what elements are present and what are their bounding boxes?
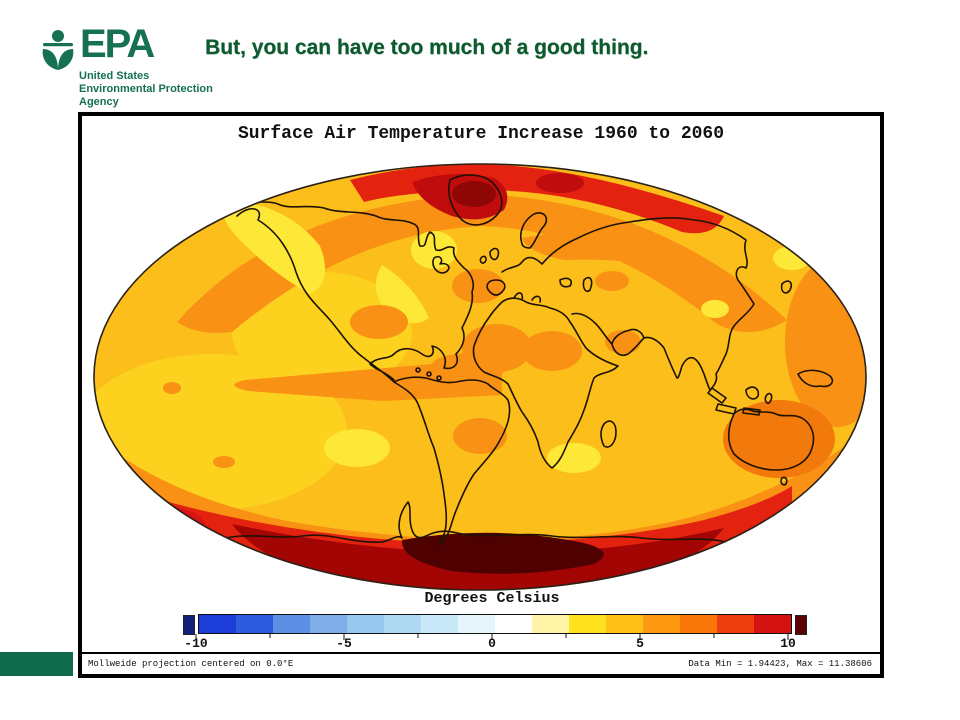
colorbar-tickmark (195, 634, 197, 640)
epa-org-name: United States Environmental Protection Age… (79, 70, 213, 109)
epa-flower-icon (42, 30, 74, 70)
colorbar-segment (569, 615, 606, 633)
coastline-japan (780, 280, 793, 294)
epa-org-line: United States (79, 70, 150, 82)
coastline-africa (472, 297, 619, 469)
coastline-south-america (393, 376, 511, 546)
region-orange-spot-1 (163, 382, 181, 394)
colorbar-tickmark (269, 634, 271, 638)
coastline-greenland (447, 174, 503, 226)
colorbar-tickmark (491, 634, 493, 640)
coastline-antarctica (211, 501, 727, 544)
colorbar-tick-label: 10 (780, 636, 796, 651)
epa-flower-leaf-right (58, 49, 74, 70)
colorbar-tickmark (343, 634, 345, 640)
coastline-madagascar (600, 420, 617, 448)
map-figure-frame: Surface Air Temperature Increase 1960 to… (78, 112, 884, 678)
coastline-new-zealand (822, 485, 847, 519)
colorbar-segment (199, 615, 236, 633)
world-map (93, 163, 867, 591)
coastline-australia (727, 408, 815, 486)
colorbar-segment (532, 615, 569, 633)
coastline-caribbean-3 (436, 375, 442, 381)
colorbar-segment (717, 615, 754, 633)
region-yellow-npacific (773, 246, 811, 270)
coastline-north-america (236, 199, 475, 383)
colorbar-segment (643, 615, 680, 633)
region-antarctic-maroon (401, 532, 604, 574)
colorbar-segment (680, 615, 717, 633)
colorbar-under-cap (183, 615, 195, 635)
coastline-uk (479, 247, 500, 264)
epa-flower-band (43, 43, 73, 47)
colorbar-segment (606, 615, 643, 633)
colorbar-segment (310, 615, 347, 633)
region-australia-deeporange (723, 400, 835, 478)
epa-flower-bud (52, 30, 64, 42)
region-orange-caribbean (432, 353, 512, 377)
colorbar-segments (198, 614, 792, 634)
slide-accent-bar (0, 652, 73, 676)
region-yellow-nw-pacific (223, 200, 326, 294)
coastlines (211, 174, 847, 546)
figure-footer: Mollweide projection centered on 0.0°E D… (82, 652, 880, 674)
colorbar-tickmark (565, 634, 567, 638)
coastline-new-guinea (797, 369, 834, 388)
coastline-mediterranean (513, 276, 593, 303)
colorbar-tickmark (417, 634, 419, 638)
colorbar-tickmark (639, 634, 641, 640)
region-orange-centralasia (522, 232, 675, 268)
region-arctic-spot (536, 173, 584, 193)
colorbar-over-cap (795, 615, 807, 635)
colorbar-segment (273, 615, 310, 633)
region-yellow-sepacific (324, 429, 390, 467)
slide-headline: But, you can have too much of a good thi… (205, 36, 649, 59)
colorbar-tick-label: 0 (488, 636, 496, 651)
colorbar-tick-label: -5 (336, 636, 352, 651)
map-title: Surface Air Temperature Increase 1960 to… (237, 124, 725, 144)
epa-org-line: Environmental Protection (79, 83, 213, 95)
colorbar-segment (495, 615, 532, 633)
coastline-great-lakes (432, 255, 450, 274)
epa-logo-text: EPA (80, 22, 155, 66)
globe-outline (93, 163, 867, 591)
coastline-asia (501, 217, 755, 391)
epa-flower-leaf-left (42, 49, 58, 70)
colorbar-segment (236, 615, 273, 633)
region-orange-natlantic (452, 269, 504, 303)
region-orange-brazil (453, 418, 507, 454)
colorbar-tick-label: -10 (184, 636, 208, 651)
colorbar-segment (421, 615, 458, 633)
region-orange-spot-2 (213, 456, 235, 468)
coastline-iberia (486, 279, 506, 296)
colorbar (183, 614, 807, 635)
coastline-scandinavia (519, 212, 548, 249)
colorbar-segment (347, 615, 384, 633)
colorbar-segment (458, 615, 495, 633)
region-yellow-indianocean (547, 443, 601, 473)
coastline-caribbean-2 (426, 371, 432, 377)
region-orange-caspian (595, 271, 629, 291)
colorbar-tick-label: 5 (636, 636, 644, 651)
colorbar-tickmark (787, 634, 789, 640)
region-yellow-azores (411, 231, 457, 269)
coastline-caribbean-1 (415, 367, 421, 373)
epa-org-line: Agency (79, 96, 119, 108)
projection-note: Mollweide projection centered on 0.0°E (88, 659, 294, 669)
region-yellow-china (701, 300, 729, 318)
region-arctic-orange (177, 194, 787, 333)
colorbar-tickmark (713, 634, 715, 638)
region-orange-sahara-east (522, 331, 582, 371)
region-hudson-deepred (452, 181, 496, 207)
data-range-note: Data Min = 1.94423, Max = 11.38606 (688, 659, 872, 669)
colorbar-segment (754, 615, 791, 633)
region-nepacific-mild (232, 272, 412, 392)
colorbar-segment (384, 615, 421, 633)
colorbar-label: Degrees Celsius (424, 590, 560, 607)
region-orange-us (350, 305, 408, 339)
